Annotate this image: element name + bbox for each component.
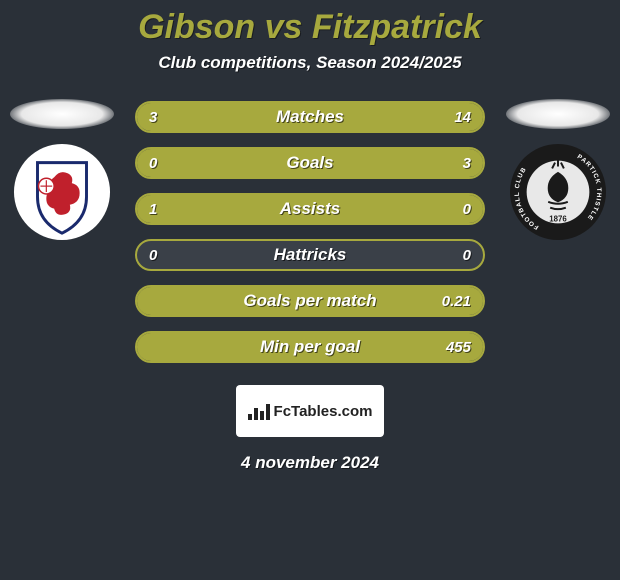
right-club-crest: 1876 PARTICK THISTLE FOOTBALL CLUB (509, 143, 607, 241)
stat-bar-fill-right (137, 287, 483, 315)
stat-value-left: 0 (149, 241, 157, 269)
raith-rovers-crest-icon (13, 143, 111, 241)
watermark-text: FcTables.com (274, 403, 373, 420)
date-label: 4 november 2024 (0, 453, 620, 473)
partick-thistle-crest-icon: 1876 PARTICK THISTLE FOOTBALL CLUB (509, 143, 607, 241)
stat-bar-fill-left (137, 103, 199, 131)
stat-bar: 03Goals (135, 147, 485, 179)
stat-value-right: 3 (463, 149, 471, 177)
subtitle: Club competitions, Season 2024/2025 (0, 53, 620, 73)
stat-bar-fill-right (137, 333, 483, 361)
bar-chart-icon (248, 402, 270, 420)
stat-label: Hattricks (137, 241, 483, 269)
main-row: 314Matches03Goals10Assists00Hattricks0.2… (0, 97, 620, 363)
stat-bar-fill-left (137, 195, 483, 223)
right-player-col: 1876 PARTICK THISTLE FOOTBALL CLUB (503, 97, 613, 241)
stat-bar: 0 0Hattricks (135, 239, 485, 271)
stat-bars: 314Matches03Goals10Assists00Hattricks0.2… (135, 101, 485, 363)
stat-value-right: 14 (454, 103, 471, 131)
page-title: Gibson vs Fitzpatrick (0, 8, 620, 47)
left-club-crest (13, 143, 111, 241)
stat-bar-fill-right (137, 149, 483, 177)
stat-value-right: 0 (463, 241, 471, 269)
infographic: Gibson vs Fitzpatrick Club competitions,… (0, 0, 620, 580)
stat-value-left: 0 (149, 149, 157, 177)
watermark: FcTables.com (236, 385, 384, 437)
stat-bar: 0.21Goals per match (135, 285, 485, 317)
stat-value-right: 455 (446, 333, 471, 361)
stat-value-left: 1 (149, 195, 157, 223)
stat-bar: 455Min per goal (135, 331, 485, 363)
stat-value-right: 0.21 (442, 287, 471, 315)
player-silhouette-left (10, 99, 114, 129)
stat-value-right: 0 (463, 195, 471, 223)
player-silhouette-right (506, 99, 610, 129)
svg-text:1876: 1876 (549, 214, 567, 223)
stat-bar: 314Matches (135, 101, 485, 133)
stat-bar: 10Assists (135, 193, 485, 225)
stat-bar-fill-right (199, 103, 483, 131)
stat-value-left: 3 (149, 103, 157, 131)
left-player-col (7, 97, 117, 241)
